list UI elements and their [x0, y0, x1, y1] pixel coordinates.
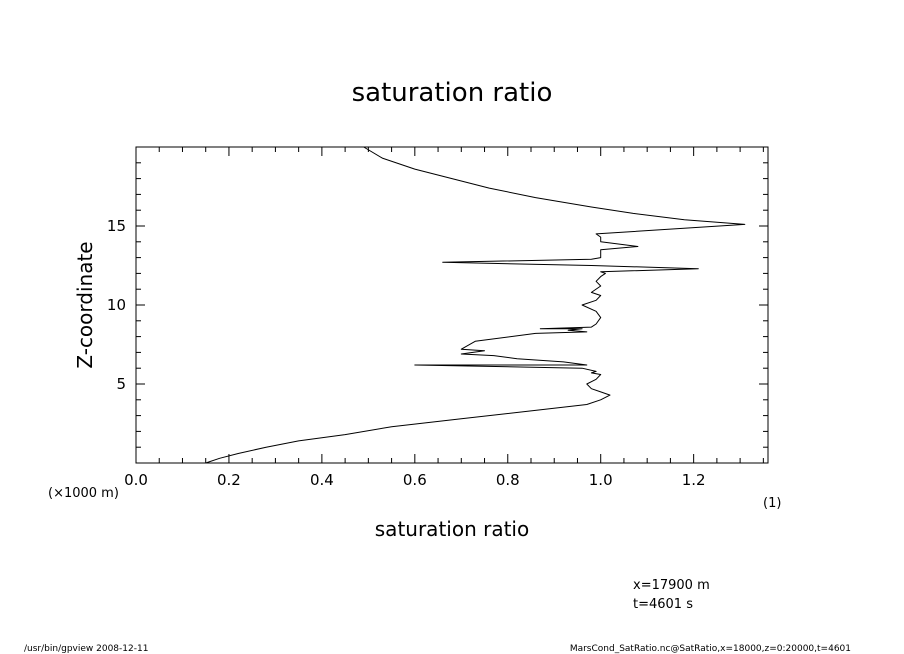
series-line [205, 146, 746, 464]
x-tick-label: 0.0 [124, 471, 148, 489]
y-axis-label: Z-coordinate [73, 241, 97, 368]
plot-frame [135, 146, 769, 464]
y-tick-label: 5 [116, 375, 126, 393]
x-tick-label: 0.2 [217, 471, 241, 489]
x-tick-labels: 0.0 0.2 0.4 0.6 0.8 1.0 1.2 [124, 471, 706, 489]
location-annotation: x=17900 m [633, 578, 710, 593]
plot-area [135, 146, 769, 464]
x-tick-label: 0.4 [310, 471, 334, 489]
y-tick-label: 15 [107, 217, 126, 235]
y-tick-labels: 5 10 15 [107, 217, 126, 393]
x-unit-label: (1) [763, 496, 781, 511]
series-group [205, 146, 746, 464]
footer-right: MarsCond_SatRatio.nc@SatRatio,x=18000,z=… [570, 644, 851, 654]
y-tick-label: 10 [107, 296, 126, 314]
x-tick-label: 0.6 [403, 471, 427, 489]
x-axis-label: saturation ratio [375, 517, 529, 541]
time-annotation: t=4601 s [633, 597, 693, 612]
x-tick-label: 1.0 [589, 471, 613, 489]
x-tick-label: 0.8 [496, 471, 520, 489]
x-tick-label: 1.2 [682, 471, 706, 489]
y-unit-label: (×1000 m) [48, 486, 119, 501]
footer-left: /usr/bin/gpview 2008-12-11 [24, 644, 148, 654]
chart-title: saturation ratio [352, 78, 553, 108]
axis-ticks [135, 146, 768, 464]
